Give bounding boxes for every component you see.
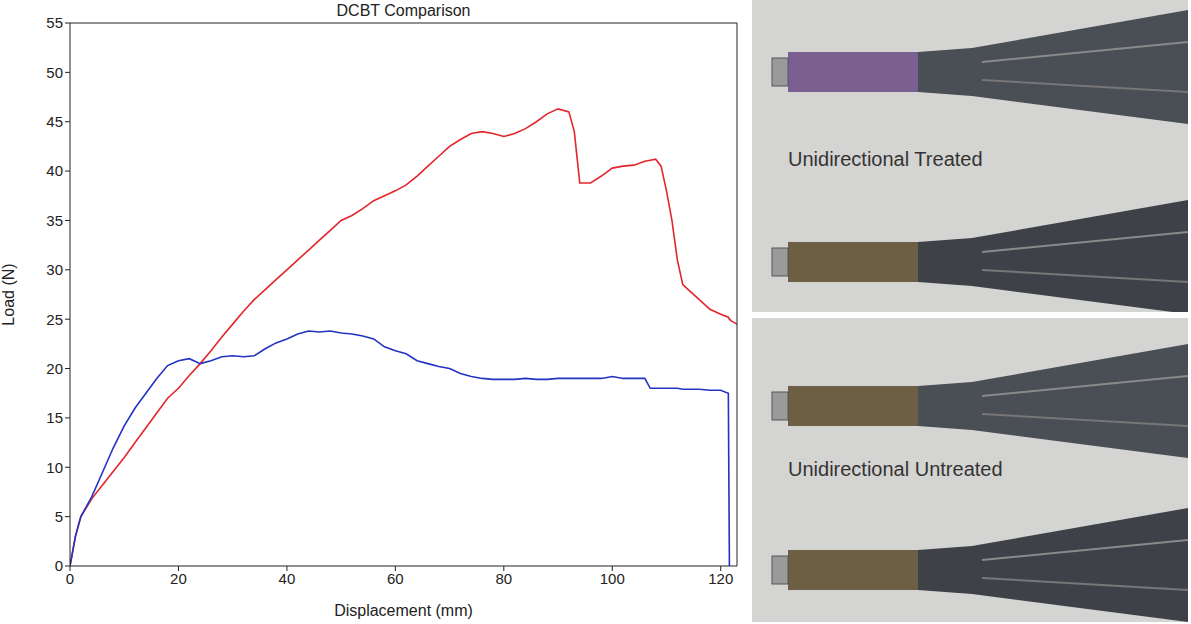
html-text:Unidirectional Untreated: Unidirectional Untreated bbox=[788, 458, 1003, 480]
svg-text:25: 25 bbox=[46, 311, 63, 328]
svg-text:45: 45 bbox=[46, 113, 63, 130]
svg-text:60: 60 bbox=[387, 570, 404, 587]
svg-text:5: 5 bbox=[55, 508, 63, 525]
html-text:Unidirectional Treated: Unidirectional Treated bbox=[788, 148, 983, 170]
svg-text:Load (N): Load (N) bbox=[0, 263, 17, 325]
svg-text:35: 35 bbox=[46, 212, 63, 229]
svg-text:20: 20 bbox=[170, 570, 187, 587]
html-text:DCBT Comparison: DCBT Comparison bbox=[336, 2, 471, 19]
svg-text:100: 100 bbox=[600, 570, 625, 587]
svg-text:15: 15 bbox=[46, 409, 63, 426]
svg-text:40: 40 bbox=[279, 570, 296, 587]
svg-text:0: 0 bbox=[66, 570, 74, 587]
svg-text:50: 50 bbox=[46, 64, 63, 81]
svg-text:80: 80 bbox=[495, 570, 512, 587]
svg-text:120: 120 bbox=[708, 570, 733, 587]
svg-text:55: 55 bbox=[46, 14, 63, 31]
svg-text:20: 20 bbox=[46, 360, 63, 377]
svg-text:30: 30 bbox=[46, 261, 63, 278]
svg-text:40: 40 bbox=[46, 162, 63, 179]
svg-text:0: 0 bbox=[55, 557, 63, 574]
svg-text:Displacement (mm): Displacement (mm) bbox=[334, 602, 473, 619]
svg-text:10: 10 bbox=[46, 459, 63, 476]
